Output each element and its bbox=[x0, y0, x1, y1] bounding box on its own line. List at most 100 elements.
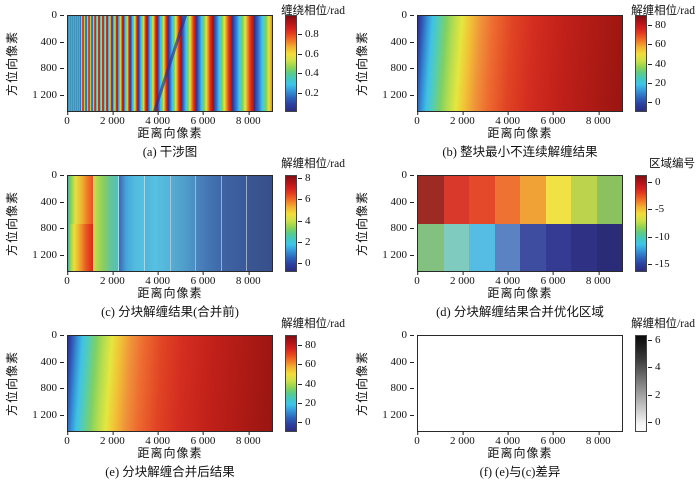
colorbar-ticks-c: 8 6 4 2 0 bbox=[298, 171, 343, 272]
y-tick-label: 1 200 bbox=[382, 409, 414, 422]
c-tick-label: 0 bbox=[648, 175, 661, 188]
colorbar-d bbox=[635, 175, 647, 272]
c-tick-label: 20 bbox=[648, 76, 666, 89]
x-tick-label: 0 bbox=[414, 112, 420, 127]
caption-d: (d) 分块解缠结果合并优化区域 bbox=[436, 305, 604, 319]
caption-a: (a) 干涉图 bbox=[142, 145, 198, 159]
caption-f: (f) (e)与(c)差异 bbox=[479, 465, 561, 479]
c-tick-label: 0.8 bbox=[298, 28, 319, 41]
unwrap-block bbox=[68, 176, 93, 271]
phase-ramp bbox=[418, 16, 622, 111]
x-tick-label: 8 000 bbox=[585, 272, 611, 287]
unwrap-block bbox=[195, 176, 221, 271]
colorbar-ticks-b: 80 60 40 20 0 bbox=[648, 15, 693, 112]
fringe-stripe bbox=[130, 16, 138, 111]
fringe-stripe bbox=[254, 16, 272, 111]
colorbar-ticks-f: 6 4 2 0 bbox=[648, 334, 693, 432]
y-tick-label: 0 bbox=[51, 169, 63, 181]
fringe-stripe bbox=[103, 16, 107, 111]
x-tick-label: 4 000 bbox=[495, 112, 520, 127]
region-grid bbox=[418, 176, 622, 271]
y-tick-label: 400 bbox=[40, 35, 64, 48]
x-tick-label: 4 000 bbox=[495, 432, 520, 447]
x-axis-label: 距离向像素 bbox=[487, 286, 553, 300]
region-cell--11 bbox=[494, 223, 520, 271]
c-tick-label: 8 bbox=[298, 171, 311, 184]
fringe-stripe bbox=[123, 16, 130, 111]
x-axis-ticks: 0 2 000 4 000 6 000 8 000 bbox=[64, 112, 273, 128]
y-tick-label: 1 200 bbox=[32, 409, 64, 422]
fringe-stripe bbox=[112, 16, 117, 111]
unwrap-block bbox=[169, 176, 196, 271]
region-cell--13 bbox=[545, 223, 571, 271]
colorbar-title-d: 区域编号 bbox=[649, 158, 695, 170]
colorbar-f bbox=[635, 335, 647, 432]
fringe-stripe bbox=[76, 16, 78, 111]
x-tick-label: 0 bbox=[414, 432, 420, 447]
x-tick-label: 8 000 bbox=[585, 112, 611, 127]
region-cell--3 bbox=[494, 176, 520, 224]
c-tick-label: 0.6 bbox=[298, 47, 319, 60]
region-cell--6 bbox=[571, 176, 597, 224]
region-cell--15 bbox=[596, 223, 622, 271]
x-tick-label: 8 000 bbox=[235, 272, 261, 287]
phase-ramp bbox=[68, 336, 272, 431]
y-axis-ticks: 0 400 800 1 200 bbox=[350, 9, 416, 112]
x-tick-label: 6 000 bbox=[190, 112, 216, 127]
c-tick-label: -10 bbox=[648, 231, 670, 244]
fringe-stripe bbox=[72, 16, 74, 111]
c-tick-label: 80 bbox=[298, 338, 316, 351]
y-tick-label: 400 bbox=[390, 195, 414, 208]
x-tick-label: 2 000 bbox=[449, 272, 475, 287]
x-tick-label: 6 000 bbox=[540, 432, 566, 447]
colorbar-gradient bbox=[636, 336, 646, 431]
y-tick-label: 800 bbox=[390, 222, 414, 235]
colorbar-title-e: 解缠相位/rad bbox=[281, 318, 345, 330]
x-tick-label: 6 000 bbox=[190, 272, 216, 287]
c-tick-label: 0 bbox=[298, 416, 311, 429]
fringe-pattern bbox=[68, 16, 272, 111]
c-tick-label: 60 bbox=[648, 38, 666, 51]
y-tick-label: 0 bbox=[401, 329, 413, 341]
x-axis-label: 距离向像素 bbox=[137, 126, 203, 140]
colorbar-ticks-e: 80 60 40 20 0 bbox=[298, 335, 343, 432]
fringe-stripe bbox=[99, 16, 103, 111]
colorbar-a bbox=[285, 15, 297, 112]
x-axis-label: 距离向像素 bbox=[487, 446, 553, 460]
fringe-stripe bbox=[157, 16, 168, 111]
fringe-stripe bbox=[117, 16, 123, 111]
x-tick-label: 4 000 bbox=[145, 272, 170, 287]
caption-b: (b) 整块最小不连续解缠结果 bbox=[442, 145, 598, 159]
c-tick-label: 40 bbox=[298, 377, 316, 390]
x-axis-ticks: 0 2 000 4 000 6 000 8 000 bbox=[64, 272, 273, 288]
c-tick-label: 2 bbox=[648, 389, 661, 402]
unwrap-block bbox=[246, 176, 272, 271]
x-axis-label: 距离向像素 bbox=[137, 446, 203, 460]
colorbar-b bbox=[635, 15, 647, 112]
fringe-stripe bbox=[78, 16, 80, 111]
y-tick-label: 800 bbox=[40, 62, 64, 75]
fringe-stripe bbox=[74, 16, 76, 111]
x-tick-label: 2 000 bbox=[99, 432, 125, 447]
fringe-stripe bbox=[68, 16, 70, 111]
y-axis-ticks: 0 400 800 1 200 bbox=[0, 169, 66, 272]
y-axis-ticks: 0 400 800 1 200 bbox=[0, 329, 66, 432]
fringe-stripe bbox=[213, 16, 232, 111]
colorbar-gradient bbox=[636, 176, 646, 271]
region-cell-0 bbox=[418, 176, 444, 224]
region-number-image bbox=[417, 175, 623, 272]
c-tick-label: 2 bbox=[298, 235, 311, 248]
region-cell--5 bbox=[545, 176, 571, 224]
x-tick-label: 2 000 bbox=[449, 112, 475, 127]
interferogram-image bbox=[67, 15, 273, 112]
c-tick-label: 60 bbox=[298, 358, 316, 371]
c-tick-label: 0.2 bbox=[298, 86, 319, 99]
y-tick-label: 0 bbox=[51, 329, 63, 341]
x-tick-label: 6 000 bbox=[540, 112, 566, 127]
blockwise-unwrapped-image bbox=[67, 175, 273, 272]
x-tick-label: 0 bbox=[64, 272, 70, 287]
